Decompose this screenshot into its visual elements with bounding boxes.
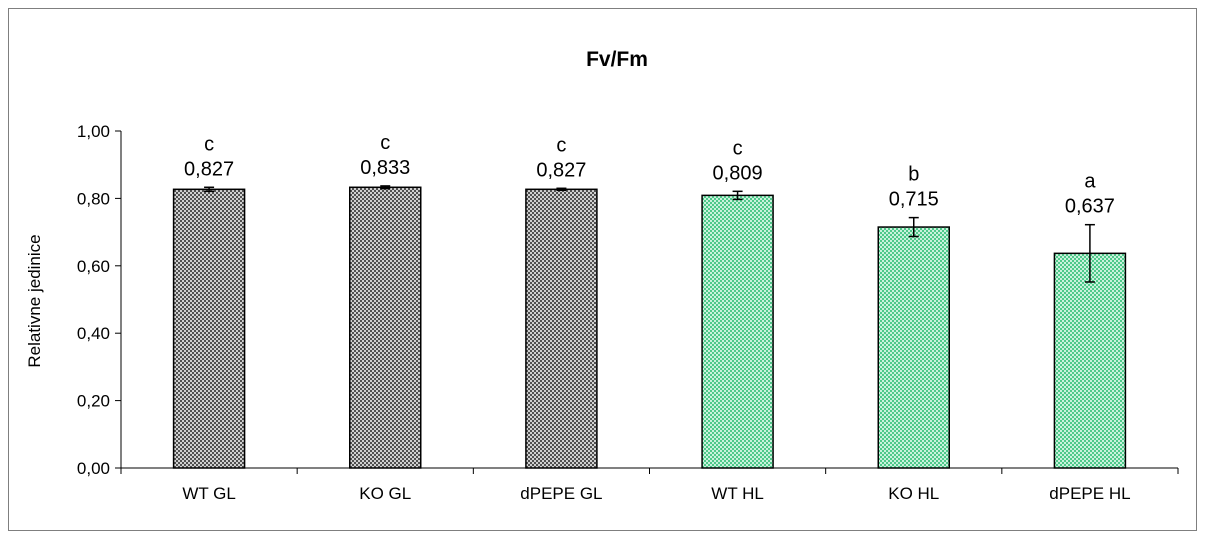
axes: 0,00 0,20 0,40 0,60 0,80 1,00 (77, 122, 1179, 478)
significance-letter: c (380, 132, 390, 154)
y-axis-label: Relativne jedinice (25, 234, 44, 367)
y-tick-label: 0,00 (77, 459, 110, 478)
significance-letter: b (908, 164, 919, 186)
y-tick-label: 0,40 (77, 324, 110, 343)
y-tick-label: 0,80 (77, 189, 110, 208)
bar-1 (349, 186, 422, 469)
significance-letter: c (204, 133, 214, 155)
bars (172, 185, 1127, 469)
significance-letter: c (733, 137, 743, 159)
y-tick-label: 0,20 (77, 392, 110, 411)
x-tick-label: WT GL (182, 484, 236, 503)
x-tick-label: dPEPE HL (1049, 484, 1130, 503)
bar-4 (877, 226, 950, 469)
value-label: 0,715 (889, 189, 939, 211)
significance-letter: c (556, 134, 566, 156)
value-label: 0,833 (360, 157, 410, 179)
bar-0 (172, 188, 246, 469)
y-tick-label: 0,60 (77, 257, 110, 276)
chart-title: Fv/Fm (586, 48, 648, 71)
y-tick-label: 1,00 (77, 122, 110, 141)
x-tick-label: WT HL (711, 484, 764, 503)
bar-2 (525, 188, 598, 469)
value-label: 0,637 (1065, 196, 1115, 218)
value-label: 0,827 (536, 159, 586, 181)
data-labels: WT GL 0,827 c KO GL 0,833 c dPEPE GL 0,827 c WT H… (182, 132, 1130, 503)
value-label: 0,809 (713, 162, 763, 184)
significance-letter: a (1084, 171, 1096, 193)
value-label: 0,827 (184, 158, 234, 180)
x-tick-label: KO HL (888, 484, 939, 503)
bar-3 (701, 194, 774, 469)
bar-5 (1053, 252, 1127, 469)
x-tick-label: dPEPE GL (520, 484, 602, 503)
x-tick-label: KO GL (359, 484, 411, 503)
